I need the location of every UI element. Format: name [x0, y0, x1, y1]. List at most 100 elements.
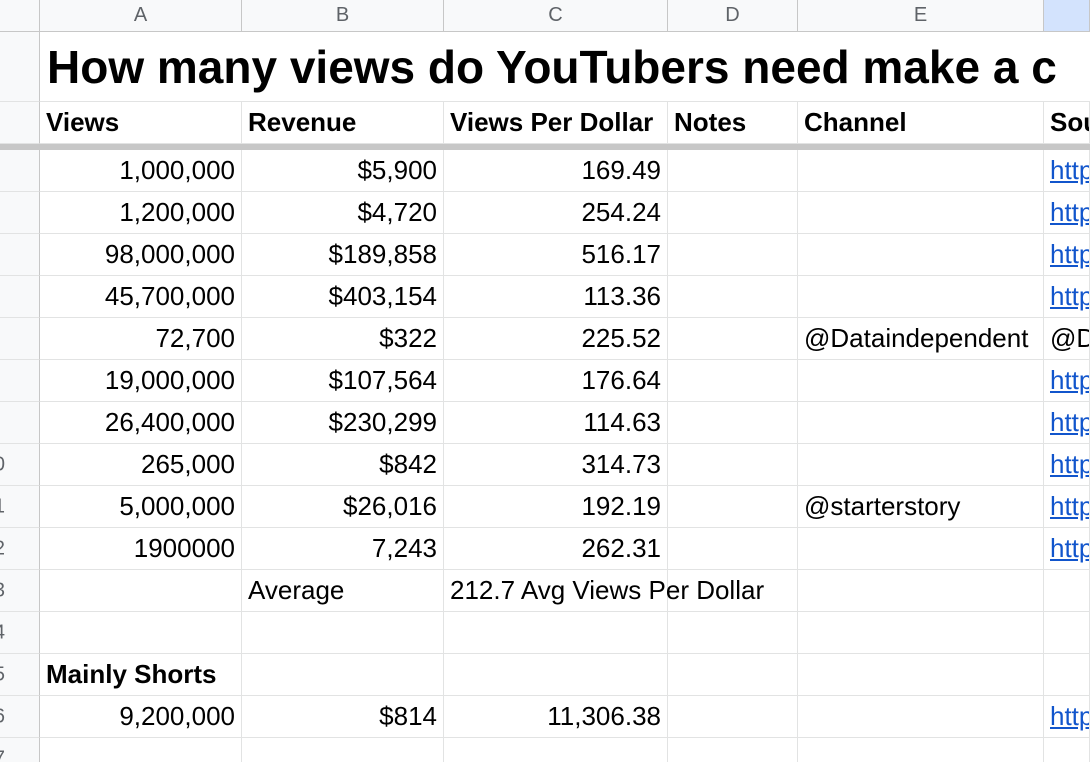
cell-views-per-dollar[interactable]: 516.17 — [444, 234, 668, 276]
row-number[interactable] — [0, 150, 40, 192]
cell-views[interactable]: 26,400,000 — [40, 402, 242, 444]
row-number[interactable]: 14 — [0, 612, 40, 654]
cell-views[interactable]: 1,200,000 — [40, 192, 242, 234]
column-header-b[interactable]: B — [242, 0, 444, 32]
cell-notes[interactable] — [668, 612, 798, 654]
cell-revenue[interactable] — [242, 612, 444, 654]
column-header-e[interactable]: E — [798, 0, 1044, 32]
header-views-per-dollar[interactable]: Views Per Dollar — [444, 102, 668, 144]
cell-revenue[interactable]: $322 — [242, 318, 444, 360]
cell-views[interactable]: 9,200,000 — [40, 696, 242, 738]
cell-revenue[interactable]: $842 — [242, 444, 444, 486]
cell-views-per-dollar[interactable]: 113.36 — [444, 276, 668, 318]
cell-views-per-dollar[interactable]: 262.31 — [444, 528, 668, 570]
cell-source-link[interactable] — [1044, 738, 1090, 762]
column-header-d[interactable]: D — [668, 0, 798, 32]
cell-notes[interactable] — [668, 654, 798, 696]
cell-notes[interactable] — [668, 276, 798, 318]
row-number[interactable]: 17 — [0, 738, 40, 762]
row-number[interactable]: 13 — [0, 570, 40, 612]
cell-views[interactable]: Mainly Shorts — [40, 654, 242, 696]
column-header-a[interactable]: A — [40, 0, 242, 32]
cell-notes[interactable] — [668, 528, 798, 570]
cell-notes[interactable] — [668, 150, 798, 192]
cell-views-per-dollar[interactable] — [444, 738, 668, 762]
cell-notes[interactable] — [668, 234, 798, 276]
row-number[interactable] — [0, 192, 40, 234]
cell-views-per-dollar[interactable]: 225.52 — [444, 318, 668, 360]
cell-views-per-dollar[interactable]: 176.64 — [444, 360, 668, 402]
row-number[interactable]: 16 — [0, 696, 40, 738]
cell-source-link[interactable]: http — [1044, 696, 1090, 738]
cell-source-link[interactable]: @D — [1044, 318, 1090, 360]
row-number[interactable] — [0, 360, 40, 402]
cell-channel[interactable] — [798, 402, 1044, 444]
cell-views[interactable]: 1,000,000 — [40, 150, 242, 192]
cell-notes[interactable] — [668, 318, 798, 360]
cell-channel[interactable] — [798, 276, 1044, 318]
cell-channel[interactable] — [798, 612, 1044, 654]
cell-views[interactable] — [40, 570, 242, 612]
cell-views-per-dollar[interactable] — [444, 654, 668, 696]
column-header-c[interactable]: C — [444, 0, 668, 32]
cell-revenue[interactable]: Average — [242, 570, 444, 612]
cell-views[interactable]: 72,700 — [40, 318, 242, 360]
cell-channel[interactable] — [798, 570, 1044, 612]
cell-channel[interactable]: @starterstory — [798, 486, 1044, 528]
cell-views[interactable] — [40, 738, 242, 762]
cell-notes[interactable] — [668, 570, 798, 612]
row-number-header[interactable] — [0, 102, 40, 144]
cell-revenue[interactable] — [242, 654, 444, 696]
cell-channel[interactable] — [798, 738, 1044, 762]
row-number[interactable] — [0, 318, 40, 360]
cell-source-link[interactable]: http — [1044, 192, 1090, 234]
cell-source-link[interactable] — [1044, 570, 1090, 612]
cell-revenue[interactable]: $107,564 — [242, 360, 444, 402]
cell-source-link[interactable]: http — [1044, 528, 1090, 570]
row-number[interactable]: 11 — [0, 486, 40, 528]
frozen-row-divider[interactable] — [0, 144, 1090, 150]
row-number[interactable]: 15 — [0, 654, 40, 696]
cell-source-link[interactable]: http — [1044, 402, 1090, 444]
cell-views-per-dollar[interactable]: 254.24 — [444, 192, 668, 234]
cell-revenue[interactable]: $814 — [242, 696, 444, 738]
cell-views-per-dollar[interactable] — [444, 612, 668, 654]
cell-channel[interactable] — [798, 234, 1044, 276]
cell-views-per-dollar[interactable]: 192.19 — [444, 486, 668, 528]
cell-notes[interactable] — [668, 444, 798, 486]
header-views[interactable]: Views — [40, 102, 242, 144]
column-header-f[interactable] — [1044, 0, 1090, 32]
row-number-title[interactable] — [0, 32, 40, 102]
row-number[interactable] — [0, 276, 40, 318]
cell-views[interactable] — [40, 612, 242, 654]
cell-channel[interactable] — [798, 654, 1044, 696]
row-number[interactable]: 10 — [0, 444, 40, 486]
row-number[interactable] — [0, 234, 40, 276]
cell-revenue[interactable]: $26,016 — [242, 486, 444, 528]
cell-views[interactable]: 98,000,000 — [40, 234, 242, 276]
cell-views[interactable]: 45,700,000 — [40, 276, 242, 318]
cell-notes[interactable] — [668, 738, 798, 762]
cell-channel[interactable] — [798, 444, 1044, 486]
corner-select-all[interactable] — [0, 0, 40, 32]
cell-views[interactable]: 1900000 — [40, 528, 242, 570]
cell-channel[interactable] — [798, 696, 1044, 738]
cell-source-link[interactable]: http — [1044, 150, 1090, 192]
cell-source-link[interactable]: http — [1044, 360, 1090, 402]
cell-revenue[interactable]: $230,299 — [242, 402, 444, 444]
cell-revenue[interactable]: $5,900 — [242, 150, 444, 192]
row-number[interactable] — [0, 402, 40, 444]
cell-source-link[interactable]: http — [1044, 486, 1090, 528]
cell-source-link[interactable]: http — [1044, 234, 1090, 276]
header-revenue[interactable]: Revenue — [242, 102, 444, 144]
header-notes[interactable]: Notes — [668, 102, 798, 144]
header-channel[interactable]: Channel — [798, 102, 1044, 144]
cell-source-link[interactable] — [1044, 612, 1090, 654]
cell-views-per-dollar[interactable]: 11,306.38 — [444, 696, 668, 738]
cell-source-link[interactable]: http — [1044, 276, 1090, 318]
header-source[interactable]: Sou — [1044, 102, 1090, 144]
cell-revenue[interactable]: $189,858 — [242, 234, 444, 276]
cell-channel[interactable] — [798, 360, 1044, 402]
row-number[interactable]: 12 — [0, 528, 40, 570]
